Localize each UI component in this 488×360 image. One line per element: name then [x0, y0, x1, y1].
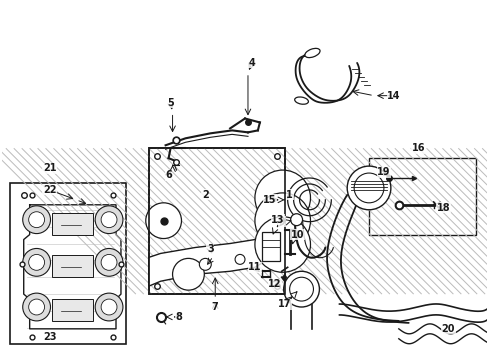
- Circle shape: [95, 248, 122, 276]
- Text: 12: 12: [267, 279, 281, 289]
- Text: 19: 19: [376, 167, 390, 177]
- Circle shape: [29, 299, 44, 315]
- Circle shape: [254, 217, 310, 272]
- Polygon shape: [148, 239, 267, 286]
- Circle shape: [29, 212, 44, 228]
- Circle shape: [353, 173, 383, 203]
- Bar: [262, 231, 279, 261]
- Text: 1: 1: [285, 190, 292, 200]
- Bar: [51, 213, 93, 235]
- Ellipse shape: [304, 48, 320, 58]
- Text: 3: 3: [206, 244, 213, 255]
- Text: 16: 16: [411, 143, 425, 153]
- Circle shape: [22, 248, 50, 276]
- Circle shape: [235, 255, 244, 264]
- Text: 21: 21: [42, 163, 56, 173]
- Text: 11: 11: [248, 262, 261, 272]
- Text: 15: 15: [263, 195, 276, 205]
- Circle shape: [283, 271, 319, 307]
- Text: 4: 4: [248, 58, 255, 68]
- Circle shape: [289, 277, 313, 301]
- Text: 23: 23: [42, 332, 56, 342]
- Bar: [51, 299, 93, 321]
- Bar: [51, 255, 93, 277]
- Circle shape: [290, 214, 302, 226]
- Circle shape: [254, 170, 310, 226]
- Circle shape: [254, 193, 310, 248]
- Ellipse shape: [294, 97, 308, 104]
- Bar: [148, 148, 284, 294]
- Text: 14: 14: [386, 91, 400, 101]
- Text: 13: 13: [270, 215, 284, 225]
- Circle shape: [101, 255, 117, 270]
- Circle shape: [346, 166, 390, 210]
- Text: 2: 2: [202, 190, 208, 200]
- Text: 20: 20: [441, 324, 454, 334]
- Circle shape: [101, 299, 117, 315]
- Circle shape: [145, 203, 181, 239]
- Circle shape: [29, 255, 44, 270]
- Text: 9: 9: [278, 217, 285, 227]
- Circle shape: [95, 206, 122, 234]
- Circle shape: [22, 293, 50, 321]
- Bar: [368, 158, 475, 235]
- Circle shape: [199, 258, 211, 270]
- Text: 22: 22: [42, 185, 56, 195]
- Text: 18: 18: [436, 203, 449, 213]
- Text: 8: 8: [175, 312, 182, 322]
- Circle shape: [101, 212, 117, 228]
- Circle shape: [172, 258, 204, 290]
- Text: 10: 10: [290, 230, 304, 239]
- Bar: [148, 148, 284, 294]
- Bar: [10, 183, 126, 344]
- Circle shape: [22, 206, 50, 234]
- Text: 5: 5: [167, 98, 174, 108]
- Text: 7: 7: [211, 302, 218, 312]
- Text: 6: 6: [165, 170, 172, 180]
- Circle shape: [95, 293, 122, 321]
- Text: 17: 17: [277, 299, 291, 309]
